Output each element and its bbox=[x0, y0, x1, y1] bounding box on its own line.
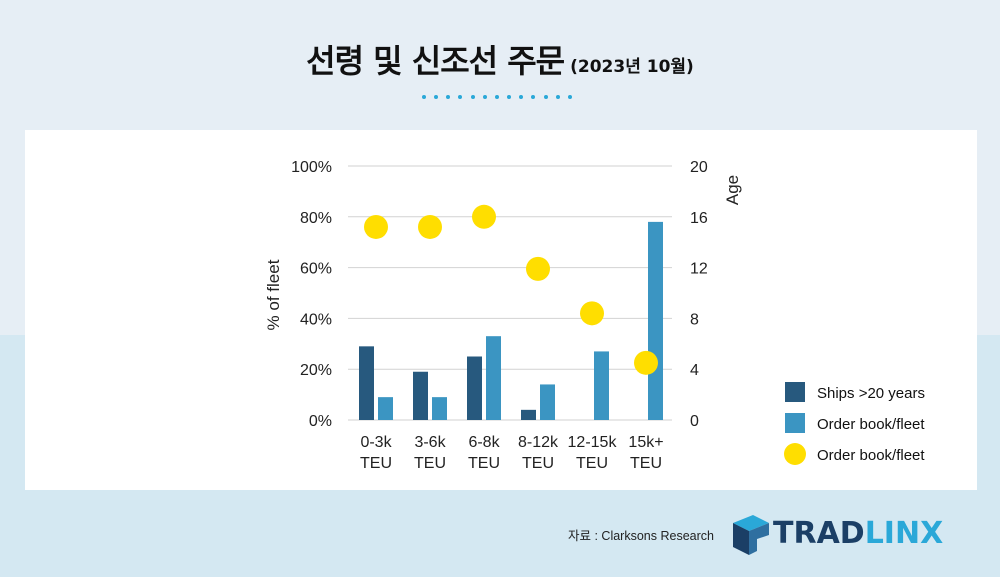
bar-ships-over-20 bbox=[467, 356, 482, 420]
y-tick-label: 80% bbox=[300, 210, 332, 227]
bar-order-book bbox=[594, 351, 609, 420]
bar-order-book bbox=[486, 336, 501, 420]
legend: Ships >20 years Order book/fleet Order boo… bbox=[784, 382, 925, 465]
y2-tick-label: 8 bbox=[690, 311, 699, 328]
legend-swatch bbox=[784, 443, 806, 465]
bar-order-book bbox=[540, 384, 555, 420]
x-tick-label: 0-3k bbox=[360, 434, 392, 451]
title-subtitle: (2023년 10월) bbox=[570, 57, 694, 77]
bar-order-book bbox=[648, 221, 663, 420]
page-title: 선령 및 신조선 주문 (2023년 10월) bbox=[0, 36, 1000, 82]
data-point-age bbox=[580, 301, 604, 326]
tradlinx-logo: TRADLINX bbox=[733, 513, 963, 557]
data-point-age bbox=[634, 350, 658, 375]
y2-tick-label: 4 bbox=[690, 362, 699, 379]
decorative-dots bbox=[422, 95, 572, 103]
data-point-age bbox=[418, 214, 442, 239]
y2-tick-label: 0 bbox=[690, 413, 699, 430]
data-point-age bbox=[364, 214, 388, 239]
logo-trad: TRAD bbox=[773, 516, 865, 551]
x-tick-label: 15k+ bbox=[628, 434, 663, 451]
bar-ships-over-20 bbox=[413, 371, 428, 420]
y-tick-label: 0% bbox=[309, 413, 332, 430]
x-tick-label: 8-12k bbox=[518, 434, 559, 451]
bar-ships-over-20 bbox=[521, 409, 536, 420]
x-tick-label: TEU bbox=[576, 455, 608, 472]
x-tick-label: TEU bbox=[630, 455, 662, 472]
grid-layer bbox=[348, 165, 672, 421]
bar-order-book bbox=[432, 397, 447, 420]
y-tick-label: 60% bbox=[300, 261, 332, 278]
x-tick-label: 6-8k bbox=[468, 434, 500, 451]
legend-label: Ships >20 years bbox=[817, 385, 925, 402]
x-tick-label: 3-6k bbox=[414, 434, 446, 451]
y2-tick-label: 12 bbox=[690, 261, 708, 278]
legend-swatch bbox=[785, 382, 805, 402]
points-layer bbox=[364, 204, 658, 375]
source-note: 자료 : Clarksons Research bbox=[568, 529, 714, 543]
title-main: 선령 및 신조선 주문 bbox=[306, 42, 565, 80]
data-point-age bbox=[472, 204, 496, 229]
chart-svg: 0% 20% 40% 60% 80% 100% 0 4 8 12 16 20 0-3k TEU 3-6k TE… bbox=[264, 159, 925, 472]
legend-swatch bbox=[785, 413, 805, 433]
y-axis-label: % of fleet bbox=[264, 259, 283, 330]
x-tick-label: TEU bbox=[360, 455, 392, 472]
bar-ships-over-20 bbox=[359, 346, 374, 420]
y2-tick-label: 20 bbox=[690, 159, 708, 176]
logo-mark-icon bbox=[733, 515, 769, 555]
ticks-layer: 0% 20% 40% 60% 80% 100% 0 4 8 12 16 20 0-3k TEU 3-6k TE… bbox=[291, 159, 708, 472]
y2-tick-label: 16 bbox=[690, 210, 708, 227]
logo-linx: LINX bbox=[864, 516, 944, 551]
y2-axis-label: Age bbox=[723, 175, 742, 205]
bar-order-book bbox=[378, 397, 393, 420]
bars-layer bbox=[359, 221, 663, 420]
y-tick-label: 20% bbox=[300, 362, 332, 379]
y-tick-label: 100% bbox=[291, 159, 332, 176]
chart-panel: 0% 20% 40% 60% 80% 100% 0 4 8 12 16 20 0-3k TEU 3-6k TE… bbox=[25, 130, 977, 490]
legend-label: Order book/fleet bbox=[817, 447, 925, 464]
x-tick-label: TEU bbox=[414, 455, 446, 472]
logo-text: TRADLINX bbox=[773, 516, 943, 551]
x-tick-label: TEU bbox=[468, 455, 500, 472]
x-tick-label: 12-15k bbox=[568, 434, 618, 451]
legend-label: Order book/fleet bbox=[817, 416, 925, 433]
data-point-age bbox=[526, 256, 550, 281]
y-tick-label: 40% bbox=[300, 311, 332, 328]
x-tick-label: TEU bbox=[522, 455, 554, 472]
